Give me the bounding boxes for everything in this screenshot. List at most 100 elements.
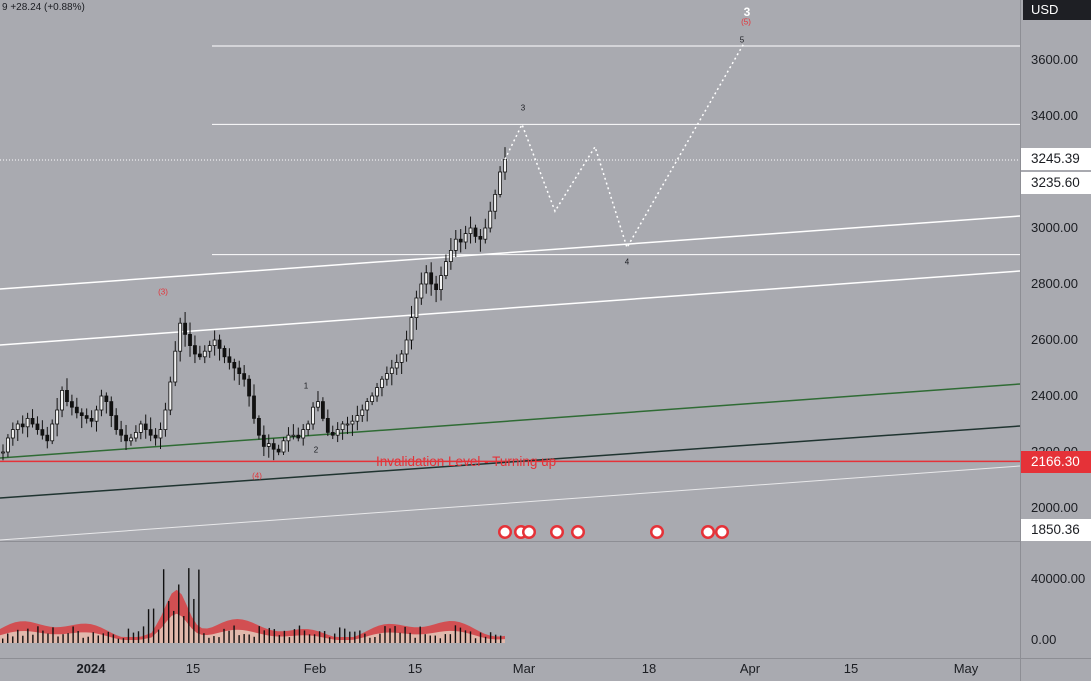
candle-body — [439, 275, 443, 291]
volume-bar — [57, 636, 59, 643]
candle-body — [276, 448, 281, 453]
price-chart-svg[interactable] — [0, 0, 1020, 658]
candle-body — [129, 437, 133, 442]
time-tick-label: Apr — [739, 661, 761, 676]
pane-divider[interactable] — [0, 541, 1091, 542]
dark-channel-line — [0, 425, 1020, 499]
time-tick-label: May — [953, 661, 979, 676]
volume-bar — [2, 638, 4, 643]
volume-bar — [349, 631, 351, 643]
volume-bar — [263, 630, 265, 643]
volume-bar — [77, 631, 79, 643]
candle-body — [168, 381, 173, 411]
candle-body — [237, 367, 242, 374]
volume-bar — [318, 631, 321, 643]
candle-body — [94, 409, 99, 422]
candle-body — [380, 378, 384, 389]
candle-body — [60, 389, 64, 411]
candle-body — [138, 423, 143, 433]
candle-body — [291, 434, 296, 437]
volume-bar — [459, 627, 462, 643]
candle-body — [50, 423, 55, 442]
candle-body — [370, 395, 375, 402]
volume-bar — [223, 628, 225, 643]
candle-body — [173, 350, 178, 383]
candle-body — [414, 297, 419, 319]
candle-body — [178, 322, 183, 352]
event-flag-icon — [573, 527, 583, 537]
volume-bar — [444, 634, 447, 643]
candle-body — [148, 429, 153, 436]
volume-bar — [359, 630, 361, 643]
volume-bar — [333, 633, 336, 643]
volume-bar — [122, 638, 125, 643]
volume-bar — [354, 631, 356, 643]
time-axis[interactable] — [0, 658, 1020, 681]
volume-bar — [52, 627, 54, 643]
candle-body — [40, 429, 45, 436]
volume-bar — [494, 634, 497, 643]
volume-bar — [107, 631, 110, 643]
price-axis[interactable]: 3600.00 3400.00 3000.00 2800.00 2600.00 2400.… — [1020, 0, 1091, 658]
candle-body — [335, 429, 340, 436]
time-tick-label: Mar — [512, 661, 536, 676]
volume-bar — [389, 628, 391, 643]
volume-bar — [268, 627, 270, 643]
candle-body — [15, 423, 20, 430]
volume-bar — [12, 636, 14, 643]
candle-body — [89, 417, 94, 422]
volume-bar — [188, 568, 190, 643]
volume-bar — [42, 630, 44, 643]
candle-body — [70, 401, 74, 408]
candle-body — [242, 373, 247, 380]
volume-bar — [479, 632, 482, 643]
volume-bar — [499, 635, 502, 643]
candle-body — [1, 451, 5, 454]
price-tick-label: 3000.00 — [1031, 220, 1078, 235]
event-flag-icon — [552, 527, 562, 537]
volume-ma-area — [0, 613, 505, 643]
volume-bar — [293, 629, 296, 643]
wave-label: 1 — [303, 381, 309, 391]
candle-body — [306, 423, 311, 430]
volume-bar — [414, 637, 416, 643]
price-tick-label: 2800.00 — [1031, 276, 1078, 291]
time-tick-label: 2024 — [76, 661, 106, 676]
volume-bar — [374, 637, 376, 643]
candle-body — [389, 367, 394, 374]
volume-bar — [404, 626, 406, 643]
volume-bar — [313, 634, 316, 643]
candle-body — [286, 434, 291, 442]
candle-body — [498, 171, 502, 195]
candle-body — [325, 417, 330, 433]
candle-body — [114, 415, 119, 431]
candle-body — [448, 249, 453, 262]
candle-body — [394, 361, 399, 369]
wave-label: 5 — [739, 35, 745, 45]
candle-body — [188, 333, 192, 346]
volume-bar — [152, 608, 155, 643]
candle-body — [74, 406, 79, 414]
candle-body — [247, 378, 251, 397]
volume-bar — [364, 633, 366, 643]
volume-bar — [339, 627, 341, 643]
time-tick-label: 15 — [843, 661, 859, 676]
price-badge: 3235.60 — [1021, 172, 1091, 194]
candle-body — [227, 356, 232, 363]
candle-body — [197, 353, 202, 358]
volume-bar — [137, 631, 140, 643]
candle-body — [104, 395, 109, 402]
volume-bar — [132, 632, 135, 643]
volume-bar — [82, 637, 84, 643]
wave-label: 3 — [520, 103, 526, 113]
candle-body — [232, 361, 237, 369]
currency-button[interactable]: USD — [1023, 0, 1091, 20]
chart-area[interactable] — [0, 0, 1020, 658]
volume-bar — [419, 626, 421, 643]
volume-bar — [32, 634, 34, 643]
volume-bar — [142, 626, 145, 643]
candle-body — [463, 233, 468, 243]
time-tick-label: Feb — [303, 661, 327, 676]
time-tick-label: 15 — [407, 661, 423, 676]
volume-area — [0, 589, 505, 643]
